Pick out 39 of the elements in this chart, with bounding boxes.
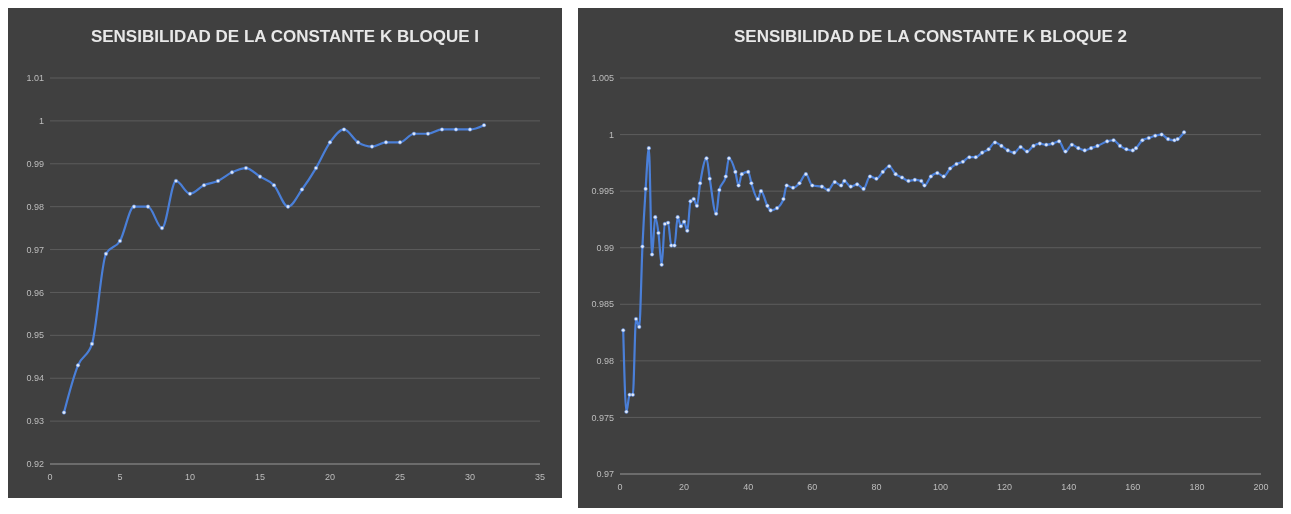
x-tick-label: 180 bbox=[1189, 482, 1205, 492]
x-tick-label: 20 bbox=[679, 482, 690, 492]
y-tick-label: 0.93 bbox=[26, 416, 44, 427]
y-tick-label: 0.92 bbox=[26, 459, 44, 470]
x-tick-label: 60 bbox=[807, 482, 818, 492]
chart-title: SENSIBILIDAD DE LA CONSTANTE K BLOQUE 2 bbox=[734, 27, 1127, 46]
x-tick-label: 25 bbox=[394, 472, 406, 482]
y-tick-label: 0.97 bbox=[596, 469, 614, 480]
y-tick-label: 0.96 bbox=[26, 287, 44, 298]
x-tick-label: 40 bbox=[743, 482, 754, 492]
y-tick-label: 1 bbox=[608, 129, 614, 140]
y-tick-label: 0.97 bbox=[26, 244, 44, 255]
y-tick-label: 0.995 bbox=[591, 186, 614, 197]
y-tick-label: 0.99 bbox=[26, 158, 44, 169]
x-tick-label: 80 bbox=[871, 482, 882, 492]
x-tick-label: 5 bbox=[117, 472, 123, 482]
y-tick-label: 0.98 bbox=[26, 201, 44, 212]
y-tick-label: 0.975 bbox=[591, 412, 614, 423]
x-tick-label: 120 bbox=[997, 482, 1013, 492]
y-tick-label: 0.95 bbox=[26, 330, 44, 341]
y-tick-label: 0.99 bbox=[596, 242, 614, 253]
y-tick-label: 0.94 bbox=[26, 373, 44, 384]
x-tick-label: 10 bbox=[184, 472, 196, 482]
y-tick-label: 1 bbox=[38, 116, 44, 127]
y-tick-label: 0.985 bbox=[591, 299, 614, 310]
x-tick-label: 20 bbox=[324, 472, 336, 482]
x-tick-label: 35 bbox=[534, 472, 546, 482]
y-tick-label: 1.005 bbox=[591, 73, 614, 84]
y-tick-label: 0.98 bbox=[596, 356, 614, 367]
x-tick-label: 0 bbox=[47, 472, 53, 482]
y-tick-label: 1.01 bbox=[26, 73, 44, 84]
x-tick-label: 160 bbox=[1125, 482, 1141, 492]
x-tick-label: 140 bbox=[1061, 482, 1077, 492]
x-tick-label: 0 bbox=[617, 482, 623, 492]
x-tick-label: 15 bbox=[254, 472, 266, 482]
x-tick-label: 30 bbox=[464, 472, 476, 482]
chart-title: SENSIBILIDAD DE LA CONSTANTE K BLOQUE I bbox=[90, 27, 480, 46]
x-tick-label: 100 bbox=[932, 482, 949, 492]
x-tick-label: 200 bbox=[1253, 482, 1269, 492]
